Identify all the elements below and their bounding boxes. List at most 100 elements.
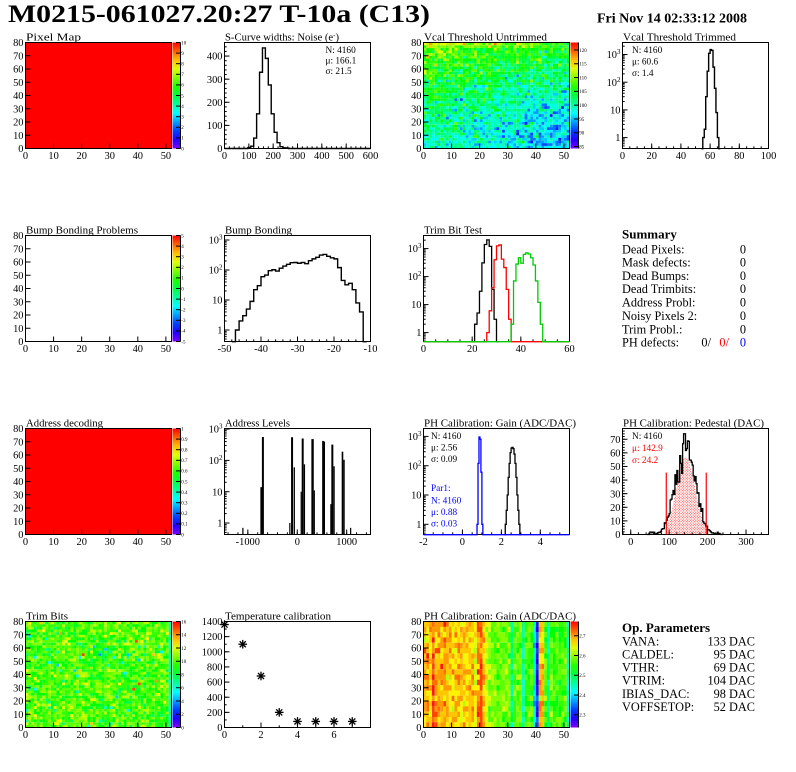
svg-text:115: 115: [579, 63, 587, 68]
svg-text:1: 1: [416, 328, 421, 339]
svg-text:50: 50: [559, 730, 569, 741]
svg-text:0.5: 0.5: [181, 480, 188, 485]
svg-text:0: 0: [18, 337, 23, 348]
svg-text:-2: -2: [181, 309, 186, 314]
svg-text:0: 0: [615, 530, 620, 541]
svg-text:30: 30: [503, 730, 513, 741]
svg-text:0.3: 0.3: [181, 502, 188, 507]
svg-text:VOFFSETOP:: VOFFSETOP:: [622, 700, 694, 714]
svg-text:30: 30: [13, 490, 23, 501]
svg-text:2: 2: [181, 126, 184, 131]
svg-text:200: 200: [207, 98, 223, 109]
svg-text:0: 0: [740, 269, 746, 283]
svg-text:40: 40: [610, 476, 620, 487]
svg-text:Pixel Map: Pixel Map: [26, 32, 82, 44]
svg-text:0.2: 0.2: [181, 512, 188, 517]
svg-text:30: 30: [13, 104, 23, 115]
svg-text:70: 70: [13, 244, 23, 255]
svg-text:98 DAC: 98 DAC: [714, 687, 755, 701]
svg-text:200: 200: [700, 537, 716, 548]
svg-text:-20: -20: [327, 344, 341, 355]
svg-text:60: 60: [411, 644, 421, 655]
svg-text:30: 30: [13, 297, 23, 308]
svg-text:1: 1: [181, 277, 184, 282]
svg-text:40: 40: [13, 477, 23, 488]
svg-text:2: 2: [258, 730, 263, 741]
svg-text:1: 1: [416, 520, 421, 531]
svg-text:30: 30: [503, 151, 513, 162]
svg-text:70: 70: [411, 51, 421, 62]
svg-text:2: 2: [499, 537, 504, 548]
svg-text:800: 800: [207, 663, 223, 674]
svg-text:30: 30: [105, 730, 115, 741]
svg-text:1: 1: [181, 137, 184, 142]
svg-text:110: 110: [579, 76, 587, 81]
svg-text:300: 300: [738, 537, 754, 548]
svg-text:50: 50: [13, 271, 23, 282]
svg-text:Bump Bonding Problems: Bump Bonding Problems: [26, 225, 138, 237]
svg-text:40: 40: [411, 670, 421, 681]
svg-text:0: 0: [18, 723, 23, 734]
svg-text:30: 30: [411, 683, 421, 694]
svg-text:0: 0: [460, 537, 465, 548]
svg-text:-40: -40: [254, 344, 268, 355]
svg-text:4: 4: [538, 537, 544, 548]
svg-text:μ: 166.1: μ: 166.1: [326, 57, 357, 67]
svg-text:0: 0: [181, 726, 184, 731]
svg-text:2.5: 2.5: [579, 674, 586, 679]
svg-text:100: 100: [241, 151, 257, 162]
svg-text:4: 4: [295, 730, 301, 741]
svg-text:20: 20: [77, 151, 87, 162]
svg-text:μ: 0.88: μ: 0.88: [431, 508, 458, 518]
svg-text:0: 0: [421, 151, 426, 162]
svg-text:40: 40: [516, 344, 526, 355]
svg-text:100: 100: [661, 537, 677, 548]
svg-text:Dead Pixels:: Dead Pixels:: [622, 242, 685, 256]
svg-text:80: 80: [13, 38, 23, 49]
svg-text:1000: 1000: [336, 537, 357, 548]
svg-text:10: 10: [13, 517, 23, 528]
svg-text:3: 3: [181, 116, 184, 121]
svg-text:μ: 60.6: μ: 60.6: [632, 58, 659, 68]
svg-text:0: 0: [23, 151, 28, 162]
svg-text:0.7: 0.7: [181, 459, 188, 464]
svg-text:0.9: 0.9: [181, 438, 188, 443]
svg-text:PH Calibration: Pedestal (DAC): PH Calibration: Pedestal (DAC): [623, 418, 764, 430]
svg-text:Trim Bits: Trim Bits: [26, 611, 68, 623]
svg-text:40: 40: [411, 91, 421, 102]
svg-text:0: 0: [18, 530, 23, 541]
svg-text:10: 10: [48, 537, 58, 548]
svg-text:-30: -30: [291, 344, 305, 355]
svg-text:60: 60: [13, 451, 23, 462]
svg-text:30: 30: [105, 537, 115, 548]
svg-text:2: 2: [181, 266, 184, 271]
svg-text:σ: 0.03: σ: 0.03: [431, 520, 458, 530]
svg-text:1: 1: [217, 326, 222, 337]
svg-text:40: 40: [133, 537, 143, 548]
svg-text:0: 0: [620, 151, 625, 162]
svg-text:10: 10: [181, 41, 187, 46]
svg-text:10: 10: [181, 660, 187, 665]
svg-text:20: 20: [77, 344, 87, 355]
svg-text:PH Calibration: Gain (ADC/DAC): PH Calibration: Gain (ADC/DAC): [424, 611, 576, 623]
svg-text:0: 0: [416, 144, 421, 155]
svg-text:Op. Parameters: Op. Parameters: [622, 620, 710, 635]
svg-text:-2: -2: [419, 537, 428, 548]
svg-text:20: 20: [411, 697, 421, 708]
svg-text:1200: 1200: [202, 632, 223, 643]
svg-text:12: 12: [181, 647, 187, 652]
svg-text:0: 0: [740, 242, 746, 256]
svg-text:5: 5: [181, 94, 184, 99]
svg-text:0: 0: [217, 723, 222, 734]
svg-text:95 DAC: 95 DAC: [714, 648, 755, 662]
svg-text:20: 20: [13, 504, 23, 515]
svg-text:20: 20: [77, 537, 87, 548]
svg-text:σ: 21.5: σ: 21.5: [326, 67, 353, 77]
svg-text:0: 0: [23, 730, 28, 741]
svg-text:IBIAS_DAC:: IBIAS_DAC:: [622, 687, 690, 701]
svg-text:-4: -4: [181, 330, 186, 335]
svg-text:0: 0: [18, 144, 23, 155]
svg-text:0: 0: [23, 344, 28, 355]
svg-text:60: 60: [411, 65, 421, 76]
svg-text:80: 80: [13, 231, 23, 242]
